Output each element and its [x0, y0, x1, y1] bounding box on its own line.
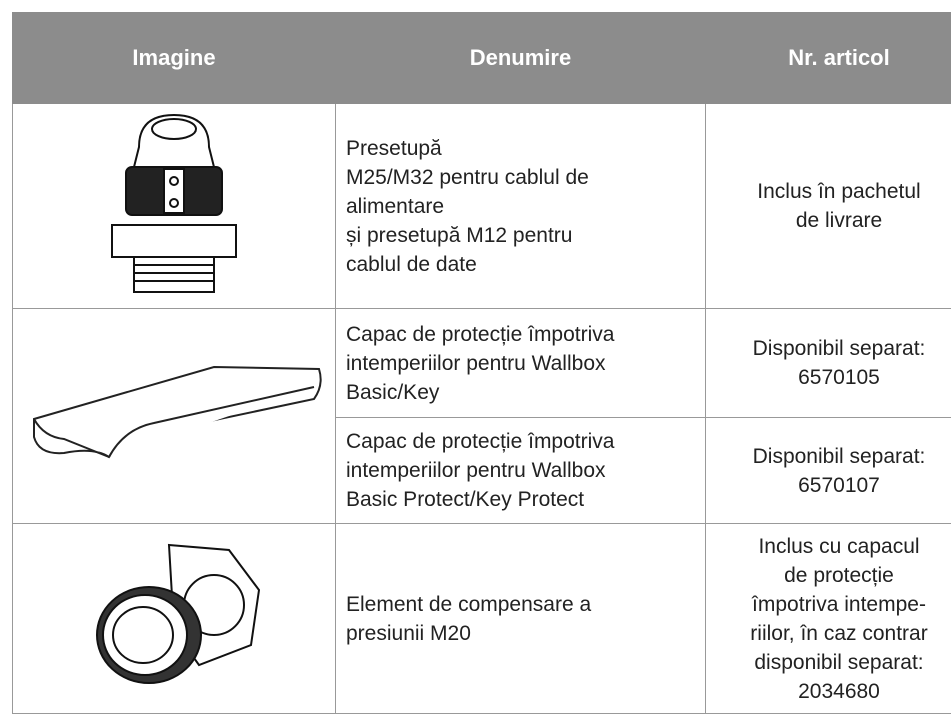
article-cell: Disponibil separat:6570107: [706, 418, 951, 524]
name-line: M25/M32 pentru cablul de: [346, 163, 695, 192]
name-line: Basic Protect/Key Protect: [346, 485, 695, 514]
name-line: intemperiilor pentru Wallbox: [346, 349, 695, 378]
article-line: disponibil separat:: [708, 648, 951, 677]
name-line: intemperiilor pentru Wallbox: [346, 456, 695, 485]
header-cell: Imagine: [13, 13, 336, 104]
article-line: Inclus cu capacul: [708, 532, 951, 561]
name-line: alimentare: [346, 192, 695, 221]
image-cell: [13, 524, 336, 714]
image-cell: [13, 104, 336, 309]
article-line: 2034680: [708, 677, 951, 706]
name-line: Capac de protecție împotriva: [346, 427, 695, 456]
header-cell: Nr. articol: [706, 13, 951, 104]
article-line: de livrare: [708, 206, 951, 235]
name-line: Element de compensare a: [346, 590, 695, 619]
name-line: presiunii M20: [346, 619, 695, 648]
weather-cover-image: [24, 357, 324, 467]
article-cell: Disponibil separat:6570105: [706, 309, 951, 418]
header-row: Imagine Denumire Nr. articol: [13, 13, 951, 104]
article-line: 6570107: [708, 471, 951, 500]
name-line: cablul de date: [346, 250, 695, 279]
article-line: împotriva intempe-: [708, 590, 951, 619]
article-line: Disponibil separat:: [708, 442, 951, 471]
name-line: și presetupă M12 pentru: [346, 221, 695, 250]
article-line: 6570105: [708, 363, 951, 392]
name-line: Capac de protecție împotriva: [346, 320, 695, 349]
pressure-element-image: [79, 535, 269, 695]
header-cell: Denumire: [336, 13, 706, 104]
article-line: riilor, în caz contrar: [708, 619, 951, 648]
article-line: Inclus în pachetul: [708, 177, 951, 206]
article-line: de protecție: [708, 561, 951, 590]
name-line: Basic/Key: [346, 378, 695, 407]
name-line: Presetupă: [346, 134, 695, 163]
article-line: Disponibil separat:: [708, 334, 951, 363]
image-cell: [13, 309, 336, 524]
cable-gland-image: [104, 107, 244, 297]
